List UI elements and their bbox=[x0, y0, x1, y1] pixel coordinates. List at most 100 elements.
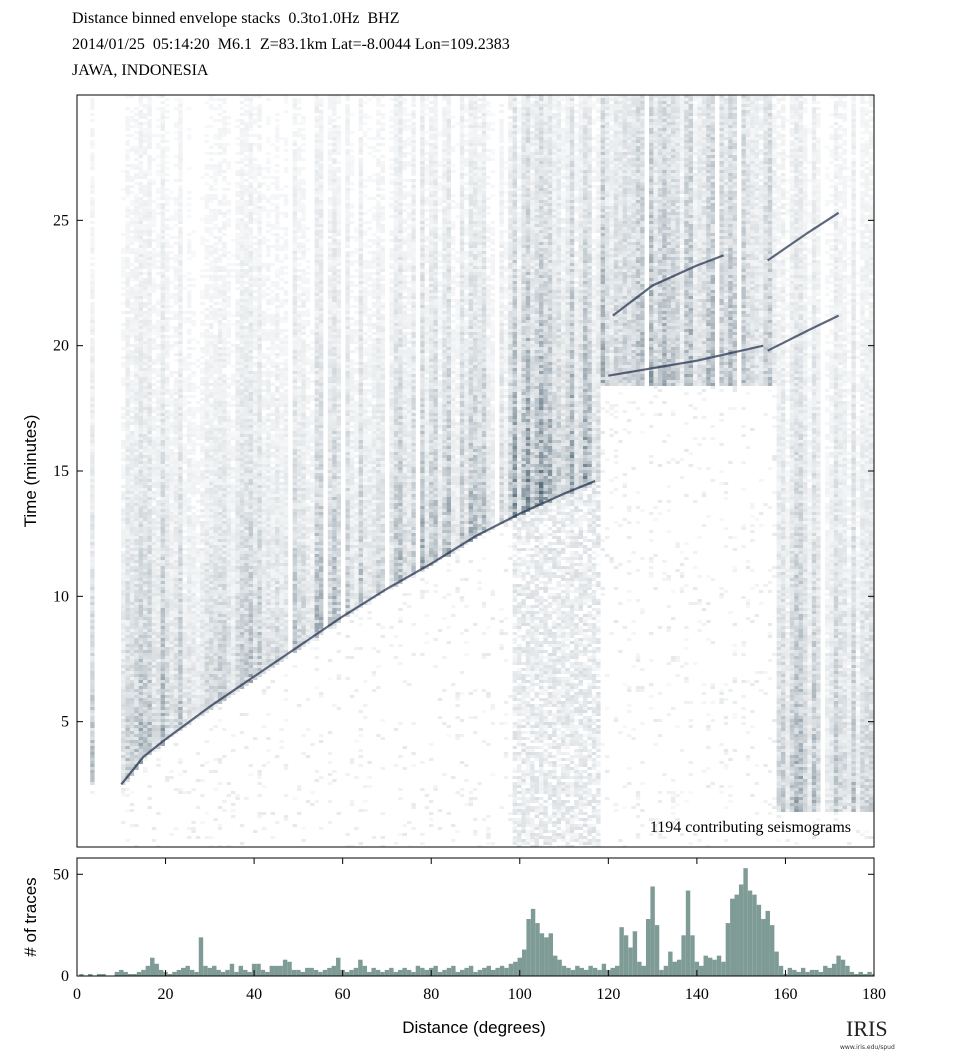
heatmap-cell bbox=[222, 143, 227, 146]
heatmap-cell bbox=[151, 557, 157, 560]
heatmap-cell bbox=[138, 422, 143, 425]
heatmap-cell bbox=[226, 332, 231, 335]
heatmap-cell bbox=[195, 470, 201, 473]
heatmap-cell bbox=[143, 458, 148, 461]
heatmap-cell bbox=[173, 470, 179, 473]
envelope-heatmap bbox=[90, 95, 874, 847]
heatmap-cell bbox=[222, 593, 227, 596]
heatmap-cell bbox=[169, 191, 174, 194]
heatmap-cell bbox=[121, 275, 126, 278]
heatmap-cell bbox=[125, 497, 130, 500]
heatmap-cell bbox=[90, 143, 95, 146]
heatmap-cell bbox=[134, 620, 139, 623]
heatmap-cell bbox=[182, 791, 187, 794]
heatmap-cell bbox=[209, 524, 214, 527]
heatmap-cell bbox=[209, 431, 214, 434]
heatmap-cell bbox=[156, 548, 161, 551]
heatmap-cell bbox=[235, 302, 240, 305]
heatmap-cell bbox=[217, 425, 223, 428]
heatmap-cell bbox=[151, 311, 157, 314]
heatmap-cell bbox=[169, 317, 174, 320]
heatmap-cell bbox=[222, 671, 227, 674]
heatmap-cell bbox=[147, 113, 152, 116]
heatmap-cell bbox=[204, 674, 209, 677]
heatmap-cell bbox=[160, 599, 165, 602]
heatmap-cell bbox=[134, 632, 139, 635]
heatmap-cell bbox=[169, 305, 174, 308]
heatmap-cell bbox=[173, 137, 179, 140]
heatmap-cell bbox=[143, 233, 148, 236]
heatmap-cell bbox=[187, 671, 192, 674]
heatmap-cell bbox=[125, 344, 130, 347]
heatmap-cell bbox=[156, 287, 161, 290]
heatmap-cell bbox=[143, 419, 148, 422]
heatmap-cell bbox=[209, 614, 214, 617]
heatmap-cell bbox=[217, 203, 223, 206]
heatmap-cell bbox=[90, 161, 95, 164]
heatmap-cell bbox=[134, 530, 139, 533]
heatmap-cell bbox=[178, 614, 183, 617]
heatmap-cell bbox=[129, 263, 135, 266]
heatmap-cell bbox=[169, 449, 174, 452]
heatmap-cell bbox=[138, 257, 143, 260]
heatmap-cell bbox=[156, 671, 161, 674]
heatmap-cell bbox=[217, 395, 223, 398]
heatmap-cell bbox=[217, 656, 223, 659]
heatmap-cell bbox=[235, 458, 240, 461]
heatmap-cell bbox=[209, 356, 214, 359]
heatmap-cell bbox=[147, 122, 152, 125]
heatmap-cell bbox=[143, 596, 148, 599]
heatmap-cell bbox=[191, 338, 196, 341]
heatmap-cell bbox=[187, 500, 192, 503]
heatmap-cell bbox=[160, 530, 165, 533]
heatmap-cell bbox=[125, 287, 130, 290]
heatmap-cell bbox=[90, 743, 95, 746]
heatmap-cell bbox=[213, 266, 218, 269]
heatmap-cell bbox=[235, 530, 240, 533]
heatmap-cell bbox=[138, 167, 143, 170]
heatmap-cell bbox=[160, 359, 165, 362]
heatmap-cell bbox=[134, 158, 139, 161]
heatmap-cell bbox=[204, 563, 209, 566]
heatmap-cell bbox=[90, 305, 95, 308]
heatmap-cell bbox=[182, 311, 187, 314]
heatmap-cell bbox=[147, 740, 152, 743]
heatmap-cell bbox=[213, 527, 218, 530]
heatmap-cell bbox=[226, 668, 231, 671]
heatmap-cell bbox=[169, 602, 174, 605]
heatmap-cell bbox=[231, 659, 236, 662]
heatmap-cell bbox=[195, 806, 201, 809]
heatmap-cell bbox=[204, 551, 209, 554]
heatmap-cell bbox=[222, 359, 227, 362]
heatmap-cell bbox=[187, 611, 192, 614]
heatmap-cell bbox=[178, 263, 183, 266]
heatmap-cell bbox=[231, 491, 236, 494]
heatmap-cell bbox=[178, 365, 183, 368]
heatmap-cell bbox=[182, 707, 187, 710]
heatmap-cell bbox=[129, 548, 135, 551]
heatmap-cell bbox=[226, 584, 231, 587]
heatmap-cell bbox=[235, 629, 240, 632]
heatmap-cell bbox=[143, 341, 148, 344]
heatmap-cell bbox=[213, 509, 218, 512]
heatmap-cell bbox=[165, 506, 170, 509]
heatmap-cell bbox=[209, 395, 214, 398]
heatmap-cell bbox=[213, 440, 218, 443]
heatmap-cell bbox=[231, 344, 236, 347]
heatmap-cell bbox=[178, 671, 183, 674]
heatmap-cell bbox=[178, 107, 183, 110]
heatmap-cell bbox=[200, 764, 205, 767]
heatmap-cell bbox=[244, 131, 249, 134]
heatmap-cell bbox=[138, 350, 143, 353]
heatmap-cell bbox=[178, 629, 183, 632]
heatmap-cell bbox=[191, 521, 196, 524]
heatmap-cell bbox=[147, 521, 152, 524]
heatmap-cell bbox=[209, 167, 214, 170]
heatmap-cell bbox=[195, 710, 201, 713]
heatmap-cell bbox=[143, 311, 148, 314]
heatmap-cell bbox=[134, 440, 139, 443]
heatmap-cell bbox=[182, 389, 187, 392]
heatmap-cell bbox=[121, 617, 126, 620]
heatmap-cell bbox=[235, 431, 240, 434]
heatmap-cell bbox=[143, 701, 148, 704]
